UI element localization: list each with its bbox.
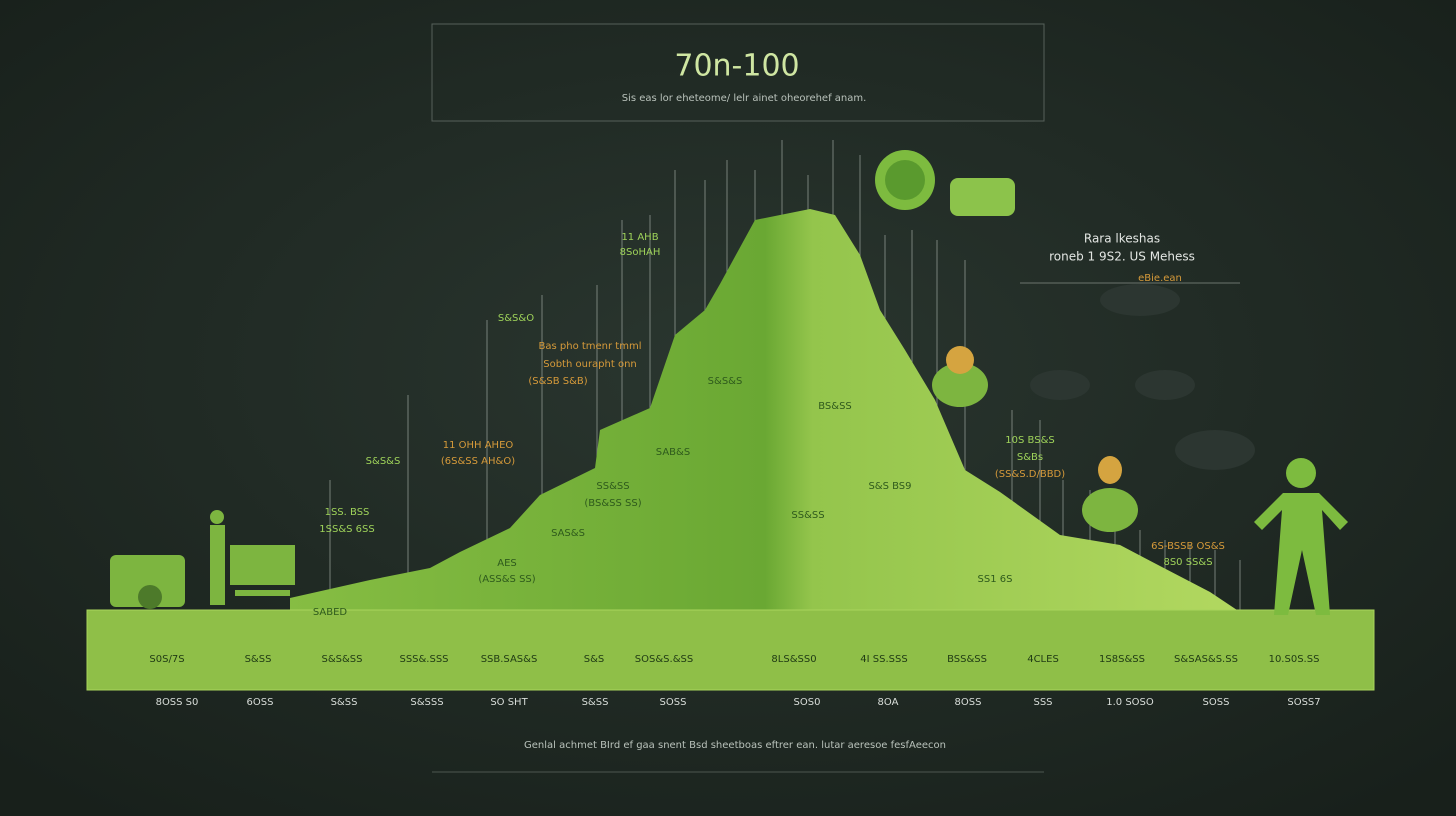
decor-icons [875,150,1255,532]
band-label: 8LS&SS0 [771,654,816,665]
annotation: 11 AHB [621,232,658,243]
band-label: SSB.SAS&S [481,654,538,665]
annotation: SS&SS [791,510,824,521]
annotation: S&S BS9 [868,481,911,492]
band-label: S0S/7S [149,654,184,665]
axis-label: 6OSS [247,697,274,708]
title: 70n-100 [674,49,799,84]
axis-label: SO SHT [490,697,528,708]
header-box [431,23,1045,122]
annotation: 1SS&S 6SS [319,524,374,535]
axis-label: 8OSS S0 [156,697,199,708]
annotation: 8SoHAH [620,247,661,258]
band-label: 4I SS.SSS [860,654,907,665]
annotation: (BS&SS SS) [584,498,641,509]
annotation: 8S0 SS&S [1163,557,1212,568]
legend-title: Rara lkeshas [1084,232,1160,246]
annotation: Sobth ourapht onn [543,359,637,370]
band-label: S&S&SS [322,654,363,665]
person [1254,458,1348,615]
annotation: 11 OHH AHEO [443,440,514,451]
annotation: Bas pho tmenr tmml [539,341,642,352]
axis-label: SOSS7 [1287,697,1320,708]
annotation: BS&SS [818,401,852,412]
annotation: SS&SS [596,481,629,492]
footer: Genlal achmet BIrd ef gaa snent Bsd shee… [524,740,946,751]
annotation: SABED [313,607,348,618]
annotation: SAS&S [551,528,585,539]
axis-label: S&SS [331,697,358,708]
annotation: SS1 6S [978,574,1013,585]
annotation: S&S&S [708,376,743,387]
annotation: SAB&S [656,447,690,458]
machine-icons [110,510,295,609]
annotation: (S&SB S&B) [528,376,587,387]
band-label: SSS&.SSS [399,654,448,665]
band-label: BSS&SS [947,654,987,665]
hill [290,209,1240,612]
band-label: S&S [584,654,605,665]
band-label: SOS&S.&SS [635,654,693,665]
axis-label: SSS [1033,697,1052,708]
subtitle: Sis eas lor eheteome/ lelr ainet oheoreh… [622,93,867,104]
band-label: 10.S0S.SS [1269,654,1320,665]
annotation: (6S&SS AH&O) [441,456,515,467]
base-band [86,609,1375,691]
annotation: AES [497,558,517,569]
axis-label: SOSS [660,697,687,708]
band-label: S&SS [245,654,272,665]
annotation: (SS&S.D/BBD) [995,469,1065,480]
band-label: 1S8S&SS [1099,654,1145,665]
annotation: S&S&S [366,456,401,467]
band-label: 4CLES [1027,654,1059,665]
annotation: S&Bs [1017,452,1043,463]
legend-note: eBie.ean [1138,273,1182,284]
annotation: 10S BS&S [1005,435,1054,446]
axis-label: S&SSS [410,697,443,708]
axis-label: SOSS [1203,697,1230,708]
annotation: S&S&O [498,313,534,324]
axis-label: S&SS [582,697,609,708]
axis-label: 8OA [878,697,899,708]
legend-subtitle: roneb 1 9S2. US Mehess [1049,250,1195,264]
axis-label: SOS0 [794,697,821,708]
band-label: S&SAS&S.SS [1174,654,1238,665]
axis-label: 8OSS [955,697,982,708]
annotation: 1SS. BSS [325,507,370,518]
annotation: 6S-BSSB OS&S [1151,541,1225,552]
annotation: (ASS&S SS) [478,574,535,585]
axis-label: 1.0 SOSO [1106,697,1154,708]
